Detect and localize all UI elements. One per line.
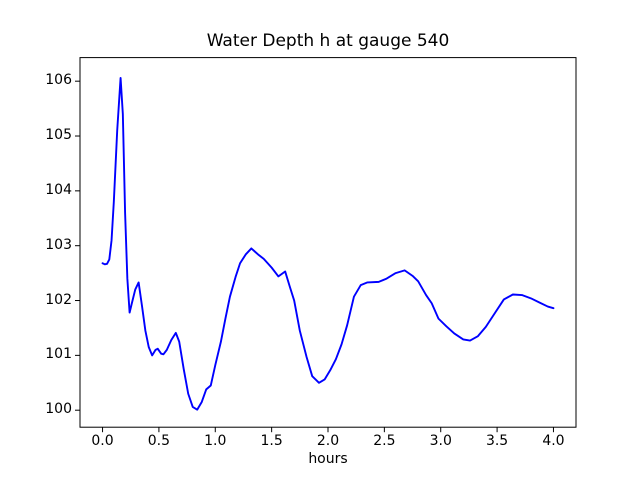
x-tick-label: 3.5 xyxy=(485,433,509,449)
y-tick-label: 105 xyxy=(45,127,72,144)
y-tick-label: 106 xyxy=(45,72,72,89)
tick-marks xyxy=(75,80,554,433)
x-tick-label: 1.0 xyxy=(204,433,227,449)
x-tick-label: 0.5 xyxy=(147,433,171,449)
y-tick-label: 104 xyxy=(45,181,72,198)
water-depth-line xyxy=(101,76,555,411)
y-tick-label: 100 xyxy=(45,401,72,418)
axes-spines xyxy=(79,57,577,428)
x-tick-label: 2.5 xyxy=(373,433,396,449)
x-tick-label: 3.0 xyxy=(429,433,452,449)
x-tick-label: 2.0 xyxy=(316,433,340,449)
y-tick-label: 102 xyxy=(45,291,72,308)
chart-title: Water Depth h at gauge 540 xyxy=(206,31,450,51)
x-tick-label: 4.0 xyxy=(542,433,565,449)
y-tick-label: 103 xyxy=(45,236,72,253)
x-axis-label: hours xyxy=(308,451,348,467)
y-tick-label: 101 xyxy=(45,346,72,363)
x-tick-label: 1.5 xyxy=(260,433,283,449)
x-tick-label: 0.0 xyxy=(91,433,114,449)
